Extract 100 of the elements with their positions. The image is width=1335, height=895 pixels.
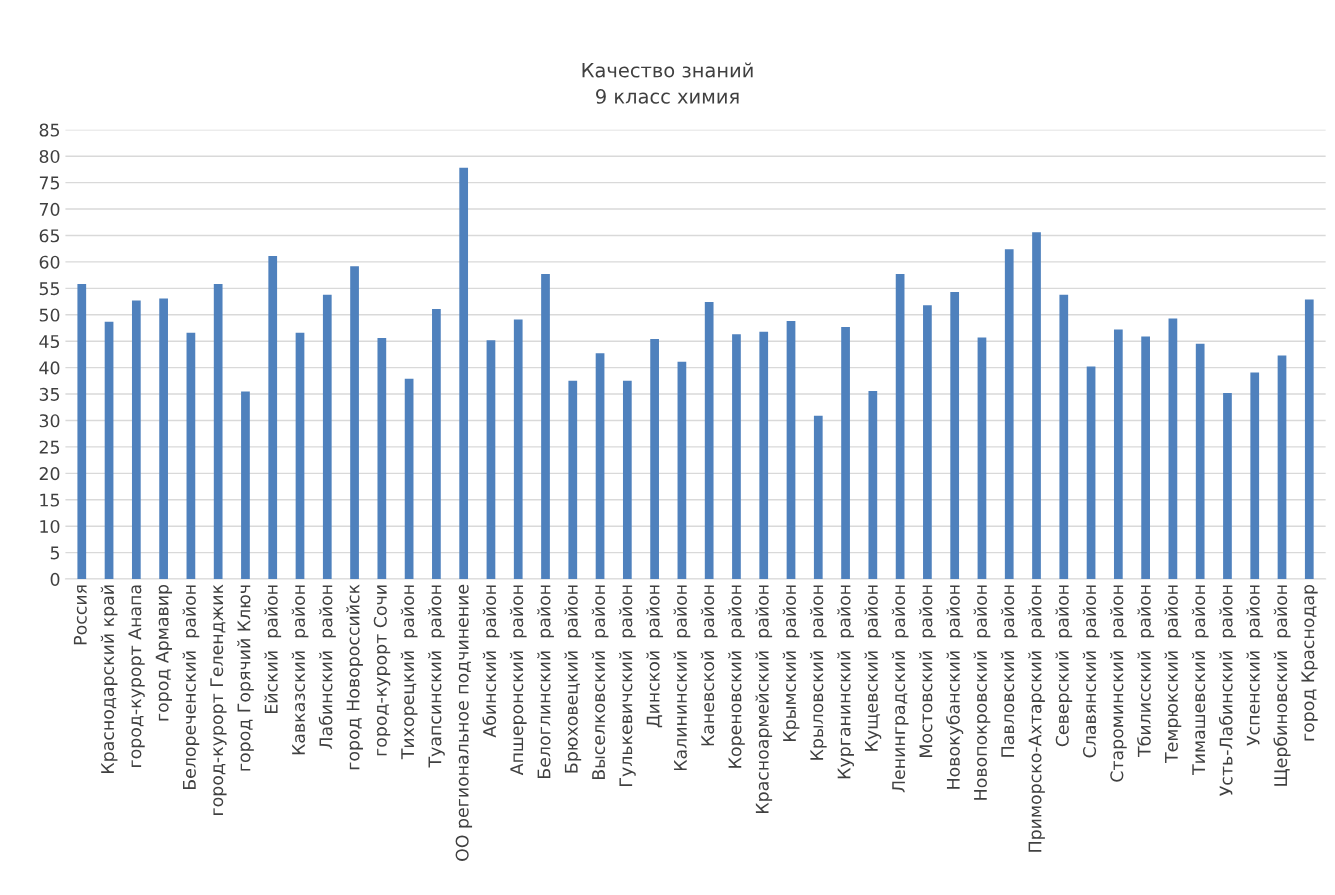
x-tick-label: Щербиновский район — [1273, 585, 1291, 786]
x-tick-label: Староминский район — [1110, 585, 1127, 782]
y-tick-label: 65 — [39, 229, 60, 243]
bar — [295, 332, 305, 580]
bar — [322, 294, 332, 580]
x-tick-label: Абинский район — [482, 585, 500, 738]
bar — [923, 305, 932, 580]
bar — [377, 338, 387, 580]
x-tick-label: Белореченский район — [182, 585, 200, 790]
x-tick-label: город-курорт Геленджик — [210, 584, 227, 815]
bar — [1277, 355, 1287, 580]
bar — [813, 415, 823, 580]
x-tick-label: Брюховецкий район — [564, 585, 582, 773]
bar — [950, 292, 960, 580]
bar — [895, 274, 905, 580]
bar — [459, 167, 469, 580]
bar — [1250, 372, 1260, 580]
x-tick-label: Успенский район — [1246, 585, 1264, 746]
y-tick-label: 0 — [50, 572, 60, 586]
x-tick-label: Красноармейский район — [755, 585, 773, 813]
bar — [677, 361, 687, 580]
bar — [1032, 232, 1041, 580]
x-tick-label: Кореновский район — [728, 585, 745, 768]
x-tick-label: город-курорт Анапа — [128, 585, 145, 767]
y-tick-label: 25 — [39, 440, 60, 454]
x-tick-label: Кавказский район — [291, 585, 309, 755]
bar — [77, 284, 87, 580]
bar — [513, 319, 523, 580]
bar — [650, 339, 659, 580]
bar — [868, 390, 878, 580]
bar — [977, 337, 987, 580]
x-tick-label: Тимашевский район — [1191, 585, 1209, 775]
y-tick-label: 70 — [39, 202, 60, 216]
y-tick-label: 10 — [40, 519, 60, 534]
bar — [186, 332, 196, 580]
y-tick-label: 20 — [39, 467, 60, 481]
bar — [1195, 343, 1205, 580]
bar — [1304, 299, 1314, 580]
y-tick-label: 80 — [39, 149, 60, 164]
bar — [595, 353, 605, 580]
bar — [786, 321, 796, 580]
y-tick-label: 35 — [39, 387, 60, 401]
y-tick-label: 85 — [39, 123, 60, 137]
bar — [759, 331, 769, 580]
y-tick-label: 50 — [39, 308, 60, 322]
y-tick-label: 60 — [39, 255, 60, 269]
x-tick-label: Туапсинский район — [428, 585, 445, 768]
x-tick-label: город Горячий Ключ — [237, 585, 254, 771]
x-tick-label: Краснодарский край — [100, 585, 118, 773]
x-tick-label: Апшеронский район — [509, 585, 527, 776]
y-tick-label: 40 — [39, 361, 60, 375]
bar — [404, 378, 414, 580]
bar — [241, 391, 250, 580]
y-tick-label: 30 — [39, 414, 60, 428]
x-tick-label: Лабинский район — [318, 585, 336, 749]
bar — [732, 334, 741, 580]
x-tick-label: Крымский район — [782, 585, 800, 741]
x-tick-label: Приморско-Ахтарский район — [1028, 585, 1045, 852]
x-tick-label: Ейский район — [264, 585, 282, 714]
bar — [841, 326, 850, 580]
bar — [568, 380, 578, 580]
x-tick-label: Темрюкский район — [1164, 585, 1182, 764]
x-tick-label: Новокубанский район — [946, 585, 964, 789]
y-tick-label: 45 — [39, 335, 60, 349]
x-tick-label: Каневской район — [700, 585, 718, 746]
bar — [432, 308, 441, 580]
x-tick-label: город Краснодар — [1301, 584, 1318, 741]
x-tick-label: Белоглинский район — [537, 585, 554, 778]
bar — [1113, 329, 1123, 580]
bar — [1086, 366, 1096, 580]
x-tick-label: Северский район — [1055, 585, 1073, 747]
y-tick-label: 15 — [40, 493, 60, 507]
x-tick-label: Ленинградский район — [891, 585, 909, 793]
x-tick-label: Новопокровский район — [973, 585, 991, 800]
bar — [104, 321, 114, 580]
x-tick-label: Курганинский район — [837, 585, 854, 779]
x-tick-label: город-курорт Сочи — [373, 585, 391, 756]
bar — [704, 302, 714, 580]
y-tick-label: 55 — [39, 282, 60, 296]
x-tick-label: Выселковский район — [591, 585, 609, 780]
bar — [159, 298, 168, 580]
x-tick-label: Калининский район — [673, 585, 691, 771]
bar — [1141, 336, 1150, 580]
x-tick-label: Тбилисский район — [1137, 585, 1155, 758]
x-tick-label: Усть-Лабинский район — [1218, 585, 1236, 796]
x-tick-label: Кущевский район — [864, 585, 882, 751]
x-tick-label: Павловский район — [1000, 585, 1018, 757]
bar — [1004, 249, 1014, 580]
x-tick-label: Россия — [73, 585, 87, 645]
y-tick-label: 75 — [39, 176, 60, 190]
x-tick-label: Гулькевичский район — [619, 585, 636, 786]
x-tick-label: Динской район — [646, 585, 664, 728]
bar — [541, 274, 550, 580]
bar — [268, 256, 278, 580]
bar — [350, 266, 359, 580]
bar — [486, 340, 496, 580]
chart-title: Качество знаний 9 класс химия — [582, 62, 753, 104]
x-tick-label: ОО региональное подчинение — [455, 584, 473, 861]
x-tick-label: Крыловский район — [809, 585, 827, 760]
bar — [1059, 294, 1069, 580]
